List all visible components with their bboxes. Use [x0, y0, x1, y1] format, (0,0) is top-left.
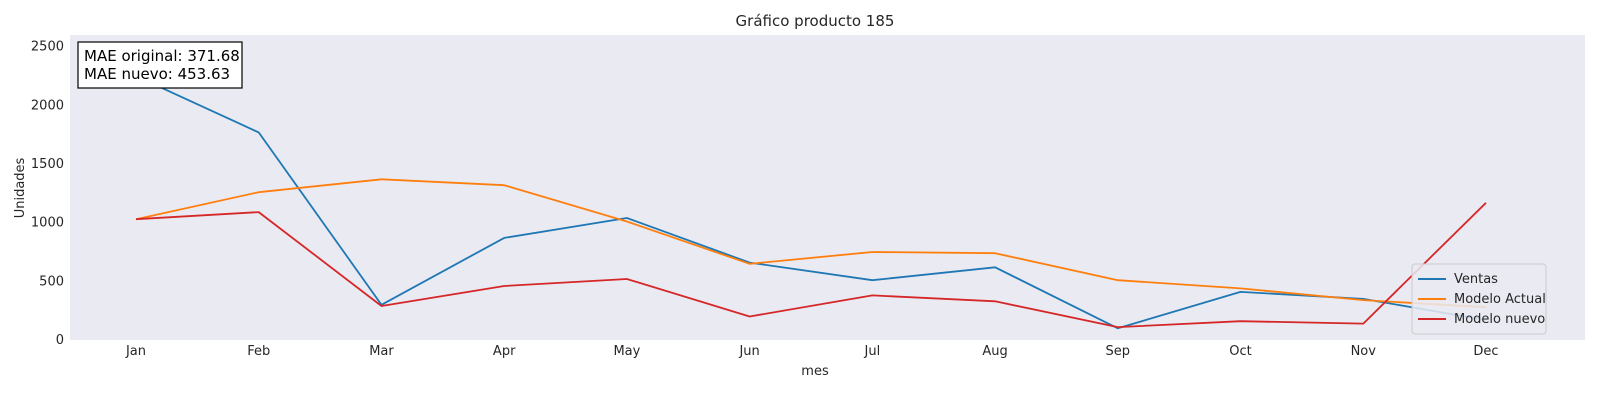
- x-tick-label-nov: Nov: [1351, 344, 1377, 359]
- x-tick-label-feb: Feb: [247, 344, 270, 359]
- mae-annotation-box: [77, 41, 243, 89]
- series-line-modelo-nuevo: [135, 202, 1487, 329]
- series-line-modelo-actual: [135, 178, 1487, 309]
- y-tick-label-0: 0: [56, 333, 64, 348]
- x-tick-label-jul: Jul: [864, 344, 881, 359]
- y-tick-label-2500: 2500: [31, 40, 64, 55]
- legend: Ventas Modelo Actual Modelo nuevo: [1411, 263, 1547, 335]
- series-layer: [135, 75, 1487, 330]
- legend-box: [1411, 263, 1547, 335]
- y-tick-label-1000: 1000: [31, 216, 64, 231]
- x-tick-label-sep: Sep: [1106, 344, 1131, 359]
- x-axis-label: mes: [801, 364, 829, 379]
- mae-original-text: MAE original: 371.68: [84, 47, 240, 65]
- y-axis-label: Unidades: [13, 157, 28, 218]
- legend-label-modelo-actual: Modelo Actual: [1454, 292, 1546, 307]
- mae-nuevo-text: MAE nuevo: 453.63: [84, 65, 230, 83]
- tick-layer: Jan Feb Mar Apr May Jun Jul Aug Sep Oct Nov Dec 0 500…: [31, 40, 1499, 359]
- x-tick-label-apr: Apr: [493, 344, 516, 359]
- series-line-ventas: [135, 75, 1487, 330]
- x-tick-label-aug: Aug: [982, 344, 1007, 359]
- chart-title: Gráfico producto 185: [736, 12, 895, 30]
- x-tick-label-mar: Mar: [369, 344, 394, 359]
- plot-background: [70, 35, 1585, 340]
- x-tick-label-oct: Oct: [1229, 344, 1251, 359]
- y-tick-label-1500: 1500: [31, 157, 64, 172]
- x-tick-label-jan: Jan: [125, 344, 146, 359]
- x-tick-label-jun: Jun: [738, 344, 759, 359]
- y-tick-label-500: 500: [39, 274, 64, 289]
- x-tick-label-dec: Dec: [1473, 344, 1498, 359]
- legend-label-ventas: Ventas: [1454, 272, 1498, 287]
- x-tick-label-may: May: [613, 344, 640, 359]
- y-tick-label-2000: 2000: [31, 98, 64, 113]
- legend-label-modelo-nuevo: Modelo nuevo: [1454, 312, 1545, 327]
- mae-annotation: MAE original: 371.68 MAE nuevo: 453.63: [77, 41, 243, 89]
